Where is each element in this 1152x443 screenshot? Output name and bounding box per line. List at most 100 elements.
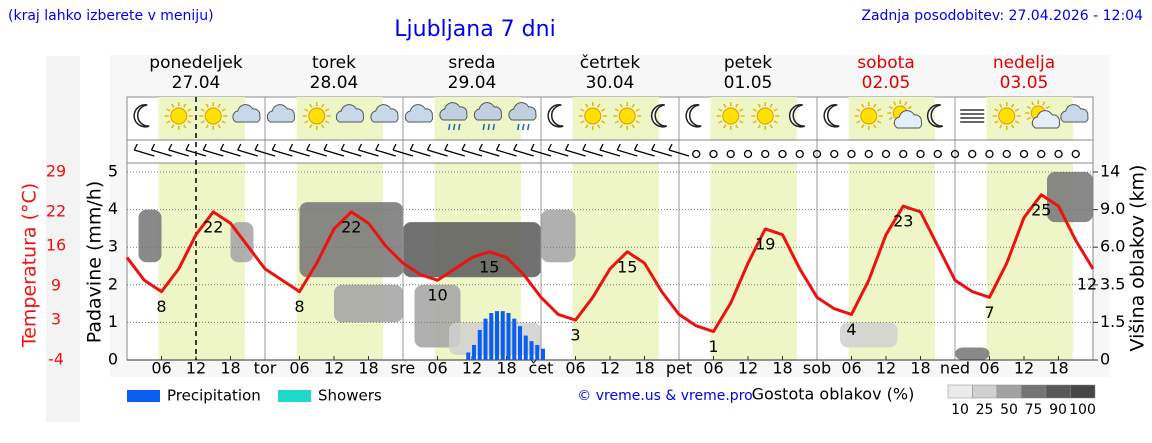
density-swatch <box>1070 384 1096 399</box>
legend-swatch <box>278 390 311 402</box>
wind-calm <box>692 149 701 159</box>
wind-calm <box>847 149 856 159</box>
sun-ray <box>752 108 757 112</box>
y2-tick-label: 6.0 <box>1100 237 1125 256</box>
wind-feather <box>547 143 552 151</box>
density-swatch <box>996 384 1022 399</box>
sun-ray <box>1042 101 1046 106</box>
sun-ray <box>769 124 773 129</box>
wind-feather <box>426 143 432 151</box>
sun-ray <box>325 120 330 124</box>
day-band <box>710 163 797 360</box>
x-tick-label: 18 <box>1048 359 1068 378</box>
x-tick-label: 18 <box>772 359 792 378</box>
wind-calm <box>1002 149 1011 159</box>
rain-drop <box>487 123 490 131</box>
rain-drop <box>453 123 456 131</box>
temp-label: 23 <box>893 212 913 231</box>
sun-ray <box>166 108 171 112</box>
day-date: 02.05 <box>862 73 911 93</box>
sun-ray <box>585 124 589 129</box>
wind-feather <box>271 143 276 151</box>
wind-barb <box>410 149 431 157</box>
sun-ray <box>614 108 619 112</box>
wind-barb <box>634 149 655 157</box>
sun-ray <box>723 103 727 108</box>
x-tick-label: pet <box>666 359 692 378</box>
wind-calm <box>743 149 753 159</box>
day-date: 28.04 <box>310 73 359 93</box>
cloud-block <box>541 209 576 263</box>
y2-tick-label: 1.5 <box>1100 312 1125 331</box>
day-date: 30.04 <box>586 73 635 93</box>
moon <box>823 104 840 128</box>
x-tick-label: 12 <box>1014 359 1034 378</box>
sun-ray <box>631 124 635 129</box>
sun-ray <box>631 103 635 108</box>
x-tick-label: 06 <box>151 359 171 378</box>
rain-drop <box>448 123 451 131</box>
cloud-block <box>299 202 403 278</box>
wind-calm <box>1071 149 1080 159</box>
wind-barb <box>651 149 672 157</box>
wind-barb <box>513 149 534 157</box>
wind-calm <box>795 149 804 159</box>
temp-label: 22 <box>341 217 361 236</box>
sun-ray <box>205 103 209 108</box>
sun-ray <box>321 124 325 129</box>
wind-calm <box>881 149 891 159</box>
temp-tick-label: 22 <box>46 201 66 220</box>
temp-label: 8 <box>156 297 166 316</box>
sun-ray <box>304 120 309 124</box>
cloud <box>404 104 434 123</box>
sun-ray <box>861 103 865 108</box>
x-tick-label: 06 <box>703 359 723 378</box>
cloud-block <box>403 222 541 278</box>
temp-label: 3 <box>570 326 580 345</box>
wind-feather <box>168 143 173 151</box>
temp-label: 4 <box>846 320 856 339</box>
sun-ray <box>183 124 187 129</box>
sun <box>204 107 222 125</box>
wind-barb <box>496 149 517 157</box>
temp-label: 15 <box>479 257 499 276</box>
temp-label: 1 <box>708 337 718 356</box>
sun-ray <box>856 120 861 124</box>
x-tick-label: 12 <box>462 359 482 378</box>
y2-tick-label: 3.5 <box>1100 274 1125 293</box>
wind-barb <box>530 149 552 157</box>
wind-feather <box>340 143 345 151</box>
density-label: 100 <box>1069 402 1096 418</box>
wind-feather <box>185 143 190 151</box>
wind-barb <box>444 149 465 157</box>
sun-ray <box>769 103 773 108</box>
sun-ray <box>1026 116 1031 121</box>
sun-ray <box>217 103 221 108</box>
cloud-block <box>1047 172 1093 223</box>
wind-calm <box>985 149 994 159</box>
cloud-block <box>840 322 898 348</box>
wind-barb <box>479 149 500 157</box>
wind-barb <box>668 149 690 157</box>
wind-barb <box>168 149 189 157</box>
x-tick-label: 06 <box>979 359 999 378</box>
x-tick-label: 18 <box>910 359 930 378</box>
sun-ray <box>893 101 897 106</box>
sun-ray <box>200 120 205 124</box>
sun-ray <box>580 108 585 112</box>
density-swatch <box>1045 384 1071 399</box>
moon <box>133 104 150 128</box>
wind-feather <box>444 143 449 151</box>
wind-barb <box>617 149 638 157</box>
wind-barb <box>582 149 603 157</box>
sun <box>860 107 878 125</box>
cloud-block <box>955 347 990 360</box>
temp-label: 10 <box>427 286 447 305</box>
sun-ray <box>735 103 739 108</box>
density-swatch <box>972 384 998 399</box>
temp-label: 19 <box>755 234 775 253</box>
sun-ray <box>580 120 585 124</box>
density-title: Gostota oblakov (%) <box>752 385 915 404</box>
cloud <box>335 104 365 123</box>
cloud <box>232 104 261 123</box>
